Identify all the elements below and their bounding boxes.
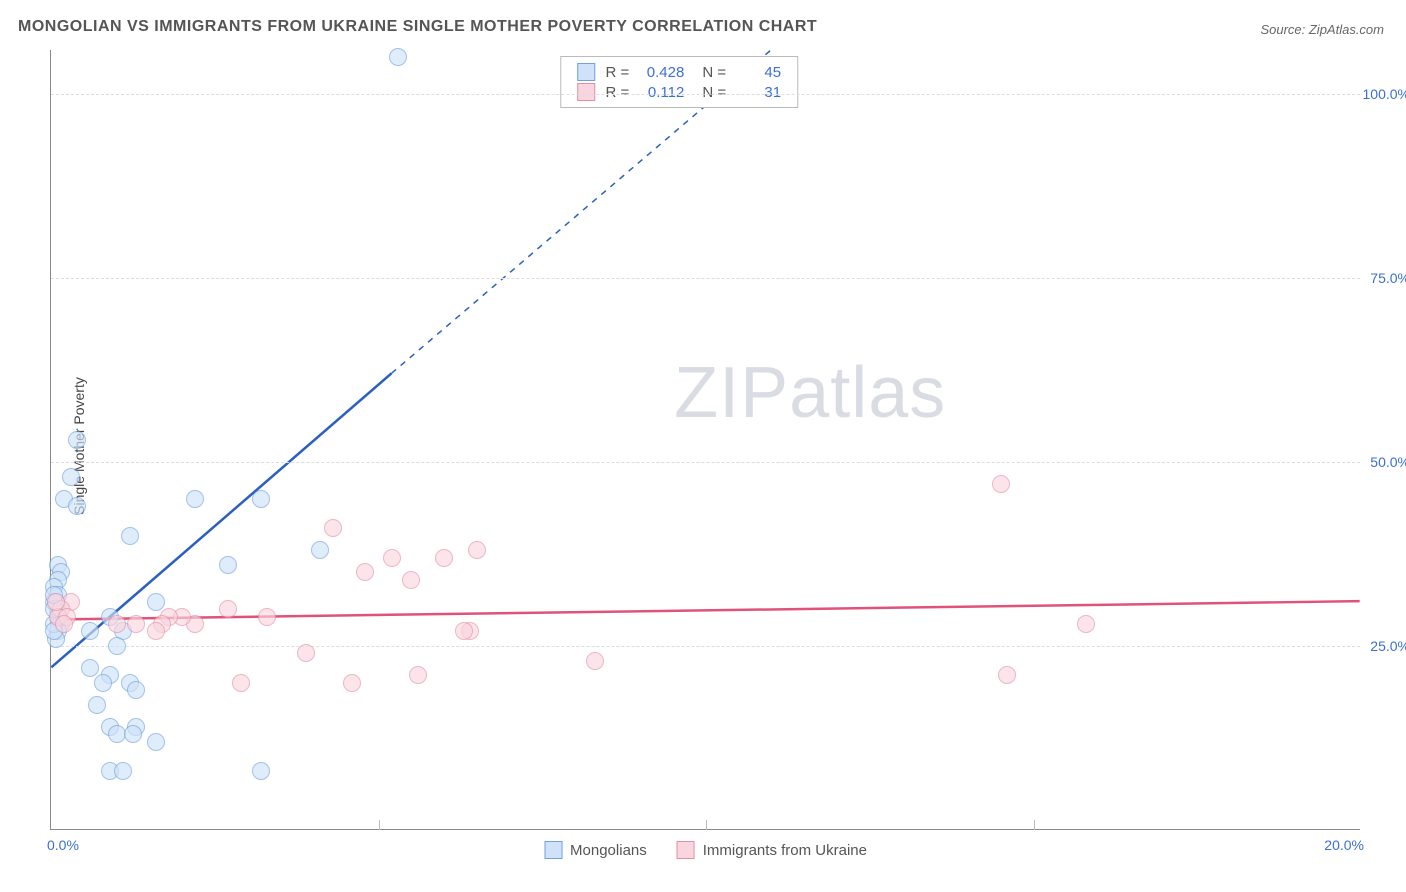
gridline-horizontal xyxy=(51,94,1360,95)
data-point-mongolians xyxy=(127,681,145,699)
r-value: 0.112 xyxy=(639,84,684,101)
legend-swatch-ukraine xyxy=(578,83,596,101)
data-point-mongolians xyxy=(68,497,86,515)
data-point-ukraine xyxy=(435,549,453,567)
n-label: N = xyxy=(702,84,726,101)
plot-area: ZIPatlas R =0.428N =45R =0.112N =31 Mong… xyxy=(50,50,1360,830)
r-label: R = xyxy=(606,64,630,81)
legend-swatch-mongolians xyxy=(578,63,596,81)
data-point-ukraine xyxy=(468,541,486,559)
data-point-ukraine xyxy=(1077,615,1095,633)
data-point-mongolians xyxy=(389,48,407,66)
source-attribution: Source: ZipAtlas.com xyxy=(1260,22,1384,37)
data-point-mongolians xyxy=(311,541,329,559)
gridline-horizontal xyxy=(51,646,1360,647)
data-point-ukraine xyxy=(108,615,126,633)
data-point-mongolians xyxy=(88,696,106,714)
watermark: ZIPatlas xyxy=(674,352,946,434)
legend-item-mongolians: Mongolians xyxy=(544,841,647,859)
data-point-ukraine xyxy=(127,615,145,633)
gridline-vertical xyxy=(379,820,380,830)
y-tick-label: 100.0% xyxy=(1362,86,1406,102)
legend-label: Mongolians xyxy=(570,842,647,859)
data-point-ukraine xyxy=(258,608,276,626)
regression-line-mongolians xyxy=(51,373,391,667)
data-point-ukraine xyxy=(455,622,473,640)
x-tick-label: 20.0% xyxy=(1324,837,1364,853)
x-tick-label: 0.0% xyxy=(47,837,79,853)
data-point-ukraine xyxy=(297,644,315,662)
legend-swatch-mongolians xyxy=(544,841,562,859)
chart-title: MONGOLIAN VS IMMIGRANTS FROM UKRAINE SIN… xyxy=(18,18,817,36)
gridline-horizontal xyxy=(51,462,1360,463)
data-point-mongolians xyxy=(62,468,80,486)
data-point-mongolians xyxy=(94,674,112,692)
data-point-ukraine xyxy=(356,563,374,581)
data-point-mongolians xyxy=(81,659,99,677)
legend-item-ukraine: Immigrants from Ukraine xyxy=(677,841,867,859)
y-tick-label: 75.0% xyxy=(1362,270,1406,286)
data-point-mongolians xyxy=(252,762,270,780)
r-label: R = xyxy=(606,84,630,101)
data-point-mongolians xyxy=(186,490,204,508)
data-point-mongolians xyxy=(108,725,126,743)
data-point-mongolians xyxy=(124,725,142,743)
legend-stat-row-ukraine: R = 0.112 N = 31 xyxy=(578,83,782,101)
data-point-mongolians xyxy=(121,527,139,545)
data-point-ukraine xyxy=(409,666,427,684)
source-label: Source: xyxy=(1260,22,1308,37)
r-value: 0.428 xyxy=(639,64,684,81)
gridline-vertical xyxy=(706,820,707,830)
data-point-ukraine xyxy=(402,571,420,589)
data-point-mongolians xyxy=(68,431,86,449)
gridline-vertical xyxy=(1034,820,1035,830)
data-point-ukraine xyxy=(55,615,73,633)
data-point-mongolians xyxy=(114,762,132,780)
n-value: 31 xyxy=(736,84,781,101)
data-point-ukraine xyxy=(232,674,250,692)
data-point-ukraine xyxy=(343,674,361,692)
n-value: 45 xyxy=(736,64,781,81)
gridline-horizontal xyxy=(51,278,1360,279)
legend-label: Immigrants from Ukraine xyxy=(703,842,867,859)
data-point-mongolians xyxy=(81,622,99,640)
y-tick-label: 25.0% xyxy=(1362,638,1406,654)
legend-swatch-ukraine xyxy=(677,841,695,859)
source-value: ZipAtlas.com xyxy=(1309,22,1384,37)
data-point-ukraine xyxy=(998,666,1016,684)
n-label: N = xyxy=(702,64,726,81)
data-point-ukraine xyxy=(219,600,237,618)
regression-lines-layer xyxy=(51,50,1360,829)
data-point-ukraine xyxy=(586,652,604,670)
y-tick-label: 50.0% xyxy=(1362,454,1406,470)
series-legend: Mongolians Immigrants from Ukraine xyxy=(544,841,867,859)
data-point-mongolians xyxy=(108,637,126,655)
data-point-mongolians xyxy=(252,490,270,508)
regression-line-ukraine xyxy=(51,601,1359,619)
data-point-ukraine xyxy=(147,622,165,640)
data-point-mongolians xyxy=(147,733,165,751)
watermark-bold: ZIP xyxy=(674,353,789,433)
data-point-ukraine xyxy=(383,549,401,567)
data-point-mongolians xyxy=(147,593,165,611)
data-point-mongolians xyxy=(219,556,237,574)
data-point-ukraine xyxy=(324,519,342,537)
data-point-ukraine xyxy=(992,475,1010,493)
correlation-legend: R = 0.428 N = 45 R = 0.112 N = 31 xyxy=(561,56,799,108)
legend-stat-row-mongolians: R = 0.428 N = 45 xyxy=(578,63,782,81)
watermark-thin: atlas xyxy=(789,353,946,433)
